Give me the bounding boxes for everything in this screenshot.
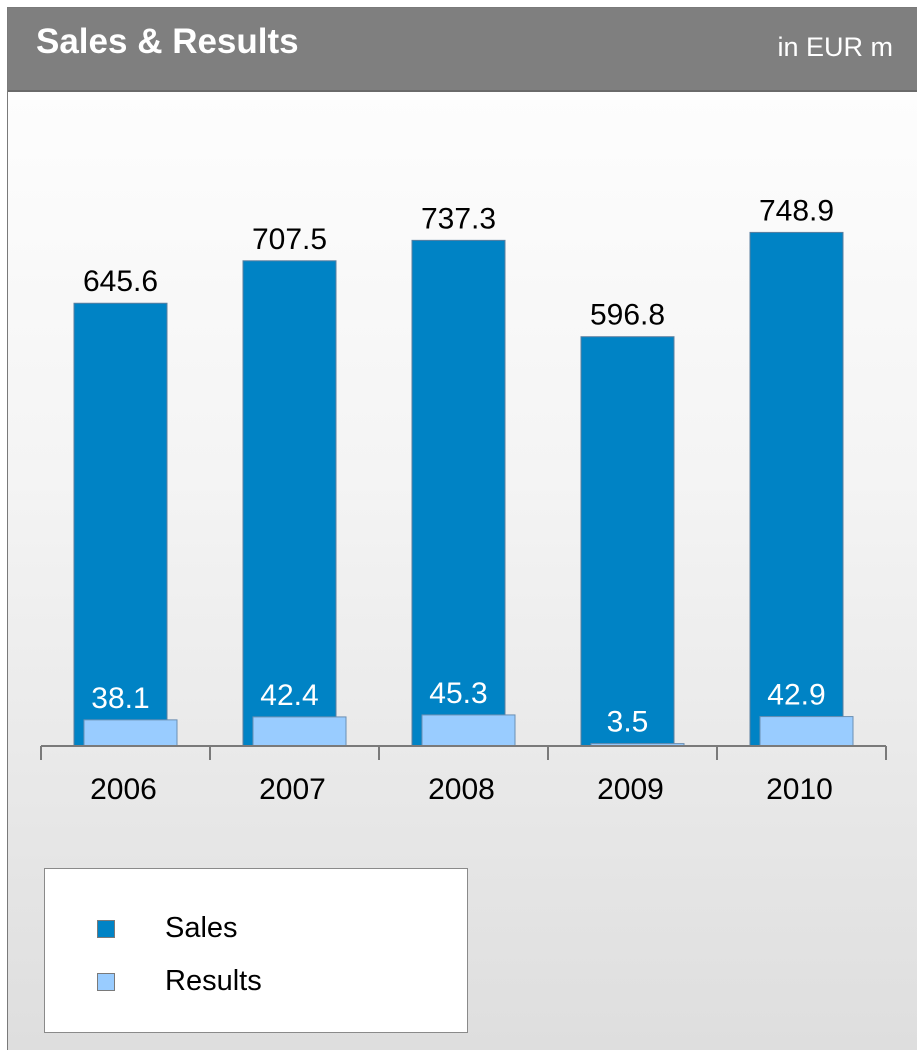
sales-value-label: 596.8 [590, 299, 665, 332]
chart-header: Sales & Results in EUR m [8, 8, 917, 92]
sales-value-label: 645.6 [83, 265, 158, 298]
x-tick-label: 2010 [766, 773, 833, 806]
results-value-label: 3.5 [607, 706, 649, 739]
legend-label-results: Results [165, 965, 262, 997]
sales-bar [580, 336, 675, 747]
results-bar [759, 716, 854, 747]
x-tick-label: 2006 [90, 773, 157, 806]
sales-value-label: 748.9 [759, 194, 834, 227]
chart-panel: Sales & Results in EUR m 645.6 38.1 2006 70… [7, 7, 917, 1050]
legend-swatch-results [97, 973, 115, 991]
chart-unit: in EUR m [777, 32, 893, 62]
sales-bar [73, 302, 168, 747]
results-bar [252, 716, 347, 747]
x-tick-label: 2009 [597, 773, 664, 806]
sales-bar [749, 231, 844, 747]
sales-bar [411, 239, 506, 747]
bar-chart: 645.6 38.1 2006 707.5 42.4 2007 737.3 45.3 2008 5… [40, 194, 887, 806]
legend-swatch-sales [97, 920, 115, 938]
results-value-label: 42.9 [767, 679, 825, 712]
results-value-label: 42.4 [260, 679, 318, 712]
x-tick-label: 2007 [259, 773, 326, 806]
results-value-label: 45.3 [429, 677, 487, 710]
results-value-label: 38.1 [91, 682, 149, 715]
results-bar [421, 714, 516, 747]
x-tick-label: 2008 [428, 773, 495, 806]
legend-label-sales: Sales [165, 912, 238, 944]
results-bar [83, 719, 178, 747]
sales-value-label: 707.5 [252, 223, 327, 256]
sales-value-label: 737.3 [421, 202, 496, 235]
sales-bar [242, 260, 337, 747]
chart-title: Sales & Results [36, 22, 299, 61]
chart-legend: Sales Results [44, 868, 468, 1033]
